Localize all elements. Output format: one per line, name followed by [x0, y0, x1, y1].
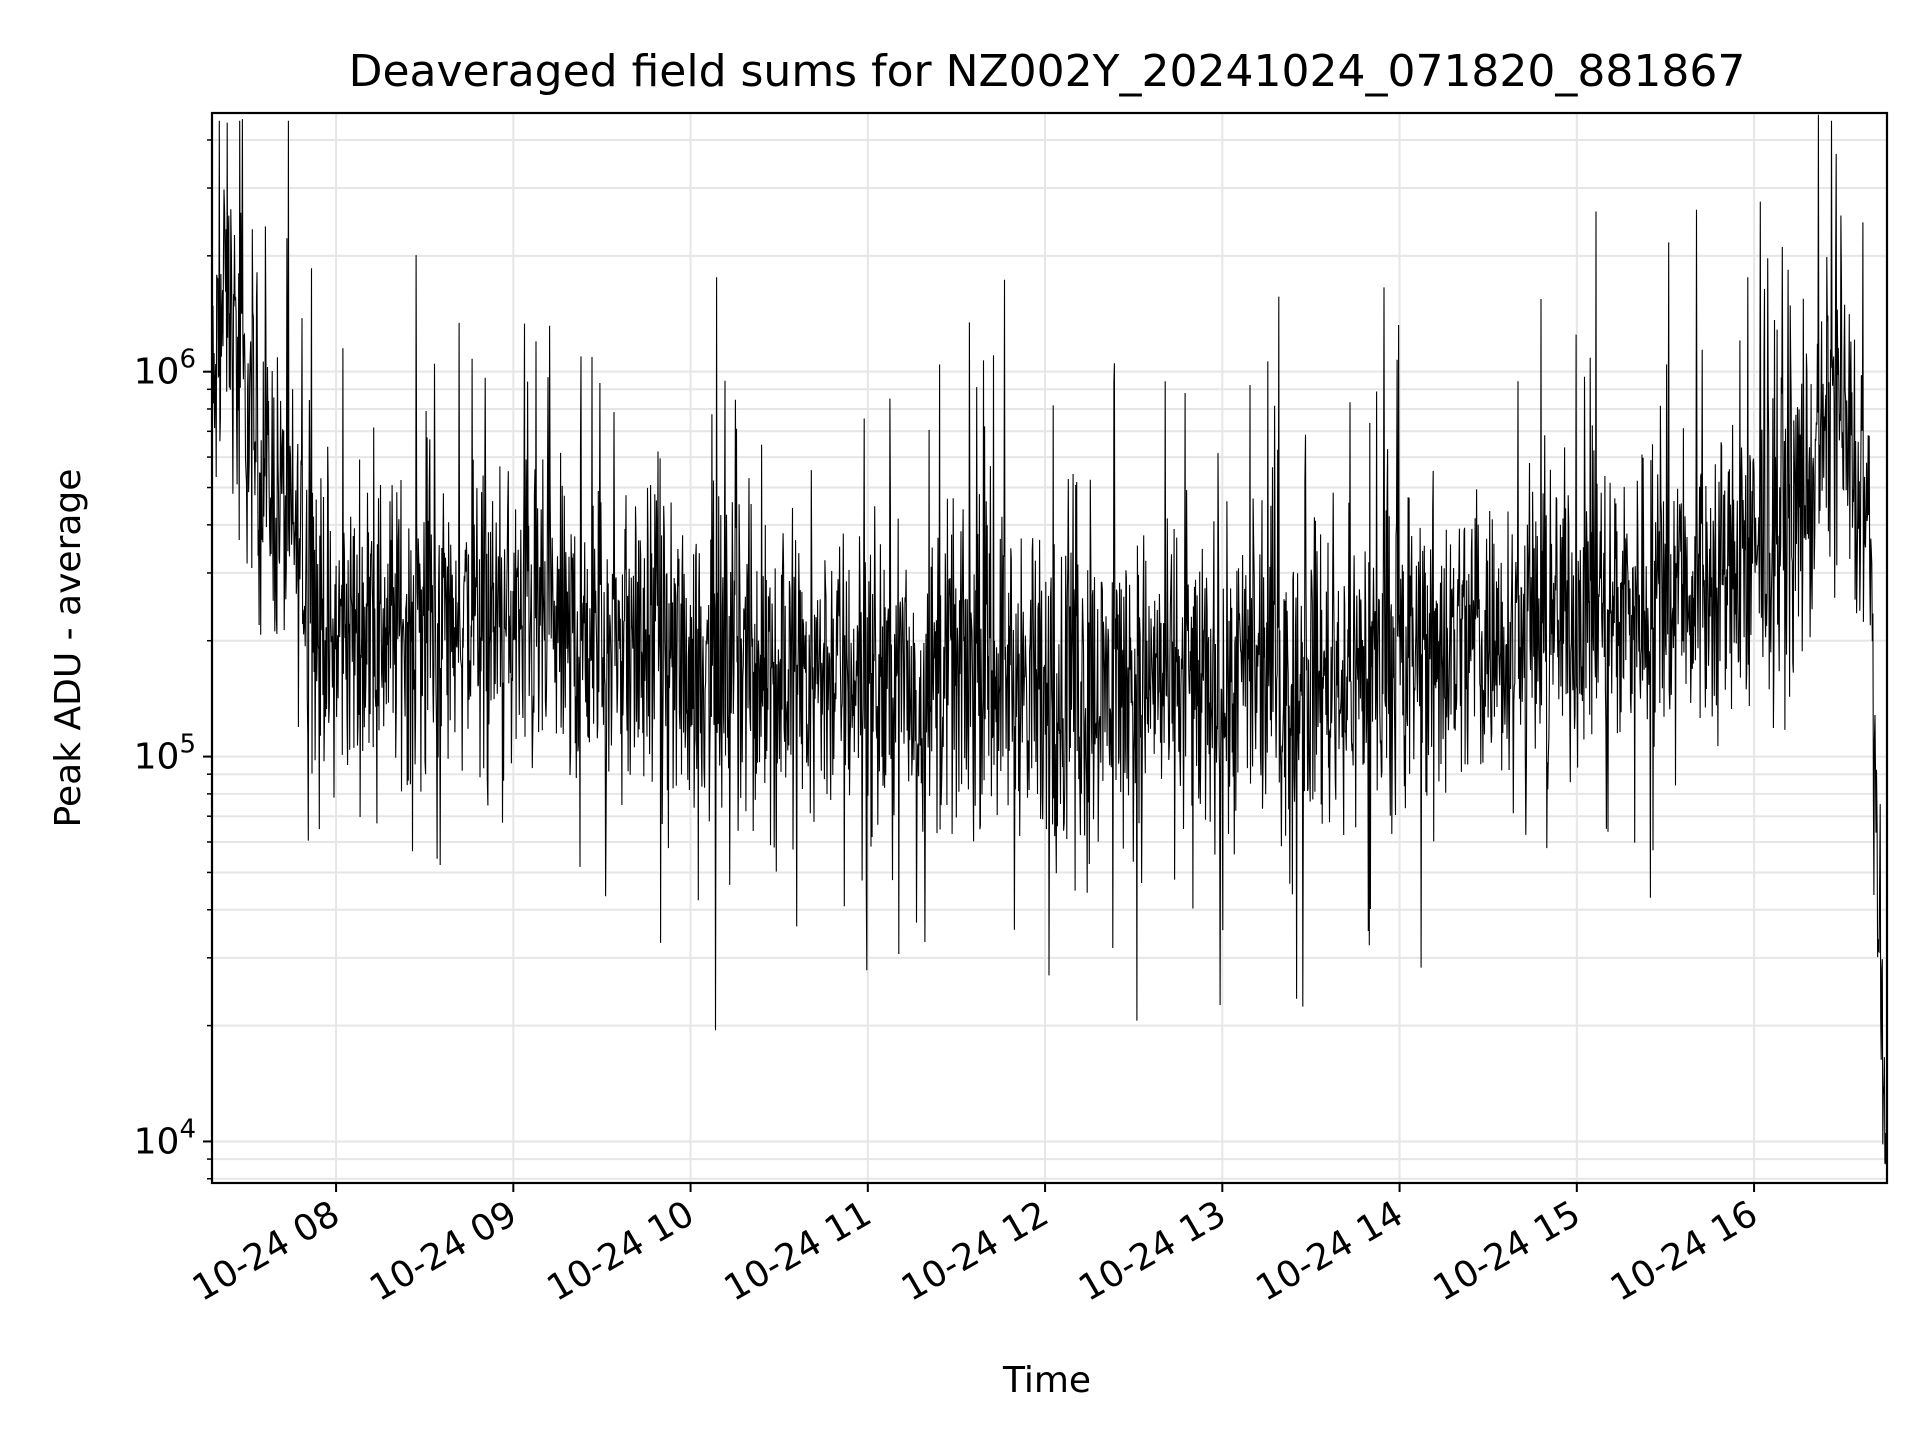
y-axis-label: Peak ADU - average: [48, 469, 89, 828]
series-line: [211, 114, 1887, 1165]
chart-title: Deaveraged field sums for NZ002Y_2024102…: [349, 46, 1746, 97]
y-tick-label: 106: [134, 345, 196, 393]
y-tick-label: 105: [134, 730, 196, 778]
y-axis-ticks: 104 105 106: [134, 139, 212, 1180]
x-axis-label: Time: [1002, 1360, 1091, 1401]
series-layer: [211, 114, 1887, 1165]
y-tick-label: 104: [134, 1114, 196, 1162]
plot-area: [212, 113, 1887, 1183]
plot-frame: [210, 111, 1889, 1185]
